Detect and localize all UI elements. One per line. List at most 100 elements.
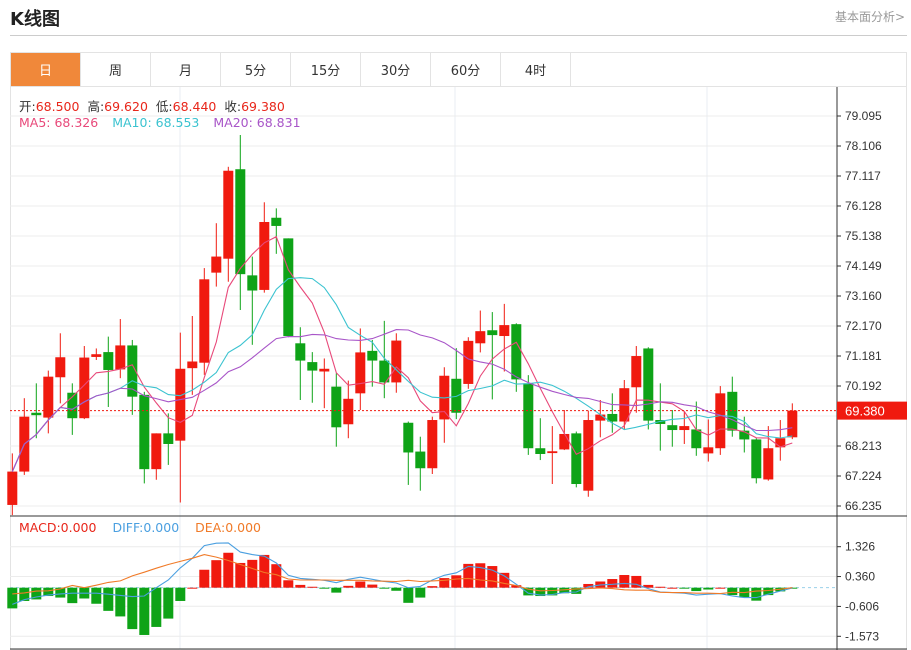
tab-day[interactable]: 日 xyxy=(11,53,81,86)
macd-bar xyxy=(367,584,378,588)
open-label: 开: xyxy=(19,99,36,114)
tab-30min[interactable]: 30分 xyxy=(361,53,431,86)
price-tick-label: 78.106 xyxy=(845,139,882,153)
tab-4hour[interactable]: 4时 xyxy=(501,53,571,86)
macd-legend: MACD:0.000 DIFF:0.000 DEA:0.000 xyxy=(19,520,265,535)
macd-bar xyxy=(223,552,234,588)
tab-60min[interactable]: 60分 xyxy=(431,53,501,86)
candle-body xyxy=(643,348,654,421)
candle xyxy=(307,352,318,403)
tab-week[interactable]: 周 xyxy=(81,53,151,86)
tab-15min[interactable]: 15分 xyxy=(291,53,361,86)
candle-body xyxy=(211,256,222,273)
candle xyxy=(691,401,702,456)
macd-bar xyxy=(643,584,654,588)
fundamental-analysis-link[interactable]: 基本面分析> xyxy=(834,10,905,24)
open-value: 68.500 xyxy=(35,99,80,114)
candle xyxy=(151,433,162,480)
macd-bar xyxy=(703,587,714,590)
candle xyxy=(79,346,90,420)
candle-body xyxy=(775,438,786,448)
candle xyxy=(319,358,330,409)
price-tick-label: 67.224 xyxy=(845,469,882,483)
candle xyxy=(115,319,126,379)
price-tick-label: 66.235 xyxy=(845,499,882,513)
macd-bar xyxy=(763,587,774,596)
price-tick-label: 75.138 xyxy=(845,229,882,243)
candle-body xyxy=(595,414,606,421)
tab-month[interactable]: 月 xyxy=(151,53,221,86)
macd-bar xyxy=(427,586,438,588)
high-value: 69.620 xyxy=(104,99,148,114)
macd-bar xyxy=(607,579,618,588)
candle xyxy=(667,410,678,447)
candle-body xyxy=(91,354,102,357)
price-tick-label: 76.128 xyxy=(845,199,882,213)
candle xyxy=(475,310,486,353)
price-tick-label: 72.170 xyxy=(845,319,882,333)
macd-bar xyxy=(247,559,258,588)
candle xyxy=(715,386,726,455)
tab-5min[interactable]: 5分 xyxy=(221,53,291,86)
candle-body xyxy=(667,425,678,431)
candle xyxy=(247,256,258,345)
candle-body xyxy=(403,422,414,453)
candle xyxy=(31,383,42,439)
candle xyxy=(211,223,222,287)
macd-bar xyxy=(535,587,546,597)
candle-body xyxy=(511,324,522,380)
macd-bar xyxy=(115,587,126,617)
macd-bar xyxy=(103,587,114,611)
macd-bar xyxy=(559,587,570,594)
last-price-label: 69.380 xyxy=(845,404,885,419)
macd-bar xyxy=(415,587,426,598)
candle-body xyxy=(67,392,78,419)
macd-bar xyxy=(451,575,462,588)
price-tick-label: 71.181 xyxy=(845,349,882,363)
macd-bar xyxy=(295,584,306,588)
macd-bar xyxy=(139,587,150,635)
candle xyxy=(127,339,138,415)
candle-body xyxy=(367,350,378,361)
macd-bar xyxy=(91,587,102,604)
high-label: 高: xyxy=(87,99,105,114)
candle xyxy=(547,426,558,485)
candle xyxy=(427,416,438,475)
price-tick-label: 68.213 xyxy=(845,439,882,453)
candle-body xyxy=(199,279,210,363)
candle-body xyxy=(379,360,390,383)
candle-body xyxy=(571,433,582,485)
candle-body xyxy=(535,448,546,454)
candle-body xyxy=(139,394,150,470)
candle-body xyxy=(475,331,486,344)
candle xyxy=(451,348,462,420)
macd-bar xyxy=(727,587,738,596)
macd-bar xyxy=(667,587,678,589)
candle xyxy=(139,391,150,484)
macd-bar xyxy=(523,587,534,596)
macd-bar xyxy=(235,562,246,588)
candle-body xyxy=(7,471,18,505)
macd-bar xyxy=(487,566,498,588)
candle xyxy=(295,327,306,401)
candle-body xyxy=(523,383,534,449)
macd-bar xyxy=(151,587,162,627)
last-price-badge xyxy=(837,401,907,420)
candle xyxy=(43,370,54,434)
macd-bar xyxy=(403,587,414,603)
candle-body xyxy=(271,217,282,226)
candle-body xyxy=(631,356,642,388)
candle-body xyxy=(43,376,54,418)
macd-bar xyxy=(259,554,270,588)
candle-body xyxy=(679,426,690,431)
dea-value: DEA:0.000 xyxy=(195,520,262,535)
candle xyxy=(607,393,618,433)
ma-legend: MA5: 68.326 MA10: 68.553 MA20: 68.831 xyxy=(19,115,305,130)
candle-body xyxy=(547,451,558,454)
candle-body xyxy=(55,357,66,378)
candle xyxy=(463,337,474,389)
page-title: K线图 xyxy=(10,9,60,30)
candle xyxy=(55,333,66,404)
macd-bar xyxy=(391,587,402,591)
